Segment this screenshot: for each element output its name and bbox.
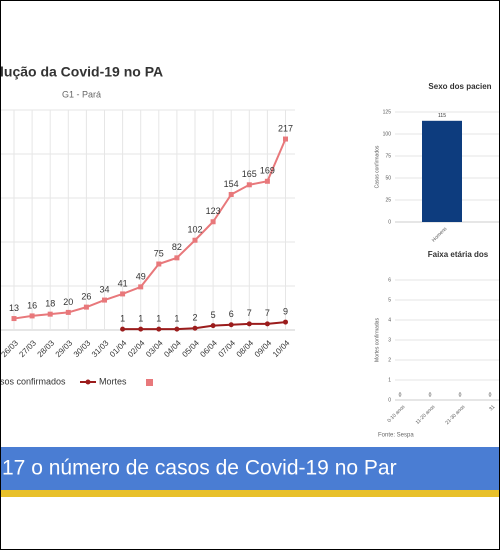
data-label: 1 — [138, 313, 143, 323]
chart-title: lução da Covid-19 no PA — [0, 64, 163, 80]
legend-swatch — [85, 379, 91, 385]
data-label: 217 — [278, 123, 293, 133]
caption: 17 o número de casos de Covid-19 no Par — [2, 457, 397, 480]
data-label: 0 — [399, 392, 402, 398]
y-axis-label: Casos confirmados — [374, 145, 380, 188]
point — [246, 321, 252, 327]
data-label: 41 — [118, 278, 128, 288]
point — [65, 309, 71, 315]
point — [210, 323, 216, 329]
legend-label: sos confirmados — [0, 376, 66, 386]
y-tick-label: 6 — [388, 277, 391, 283]
source: Fonte: Sespa — [378, 433, 414, 439]
y-tick-label: 0 — [388, 397, 391, 403]
series-line — [13, 138, 287, 320]
chart-title: Faixa etária dos — [428, 250, 489, 259]
point — [138, 284, 144, 290]
point — [138, 326, 144, 332]
legend-label: Mortes — [99, 376, 127, 386]
data-label: 6 — [229, 309, 234, 319]
data-label: 2 — [192, 313, 197, 323]
y-tick-label: 100 — [383, 131, 392, 137]
data-label: 165 — [242, 169, 257, 179]
data-label: 49 — [136, 271, 146, 281]
data-label: 0 — [429, 392, 432, 398]
data-label: 102 — [187, 225, 202, 235]
data-label: 34 — [99, 284, 109, 294]
data-label: 123 — [206, 206, 221, 216]
x-tick-label: 31 — [488, 404, 496, 412]
point — [156, 326, 162, 332]
point — [174, 255, 180, 261]
bar — [422, 120, 462, 222]
y-tick-label: 25 — [385, 197, 391, 203]
data-label: 75 — [154, 248, 164, 258]
point — [283, 136, 288, 142]
point — [120, 326, 126, 332]
point — [83, 304, 89, 310]
y-tick-label: 2 — [388, 357, 391, 363]
point — [246, 182, 252, 188]
data-label: 16 — [27, 300, 37, 310]
data-label: 20 — [63, 297, 73, 307]
point — [11, 316, 17, 322]
data-label: 0 — [459, 392, 462, 398]
data-label: 154 — [224, 179, 239, 189]
point — [156, 261, 162, 267]
y-tick-label: 1 — [388, 377, 391, 383]
data-label: 82 — [172, 242, 182, 252]
point — [264, 321, 270, 327]
data-label: 9 — [283, 306, 288, 316]
chart-subtitle: G1 - Pará — [62, 89, 101, 99]
point — [228, 322, 234, 328]
chart-title: Sexo dos pacien — [428, 82, 491, 91]
point — [283, 319, 288, 325]
caption-banner — [0, 447, 500, 490]
point — [120, 291, 126, 297]
series-line — [122, 321, 286, 331]
y-tick-label: 5 — [388, 297, 391, 303]
data-label: 5 — [211, 310, 216, 320]
point — [192, 237, 198, 243]
y-tick-label: 3 — [388, 337, 391, 343]
y-tick-label: 50 — [385, 175, 391, 181]
data-label: 1 — [120, 313, 125, 323]
data-label: 13 — [9, 303, 19, 313]
data-label: 7 — [265, 308, 270, 318]
y-axis-label: Mortes confirmadas — [374, 318, 380, 362]
data-label: 7 — [247, 308, 252, 318]
data-label: 1 — [174, 313, 179, 323]
point — [29, 313, 35, 319]
legend-swatch — [146, 379, 153, 386]
data-label: 1 — [156, 313, 161, 323]
y-tick-label: 75 — [385, 153, 391, 159]
data-label: 169 — [260, 166, 275, 176]
y-tick-label: 4 — [388, 317, 391, 323]
data-label: 115 — [438, 113, 446, 119]
point — [47, 311, 53, 317]
point — [264, 178, 270, 184]
point — [210, 219, 216, 225]
data-label: 0 — [489, 392, 492, 398]
data-label: 18 — [45, 299, 55, 309]
data-label: 26 — [81, 291, 91, 301]
y-tick-label: 125 — [383, 109, 392, 115]
point — [102, 297, 107, 303]
point — [228, 191, 234, 197]
caption-stripe — [0, 490, 500, 497]
y-tick-label: 0 — [388, 219, 391, 225]
point — [174, 326, 180, 332]
point — [192, 325, 198, 331]
